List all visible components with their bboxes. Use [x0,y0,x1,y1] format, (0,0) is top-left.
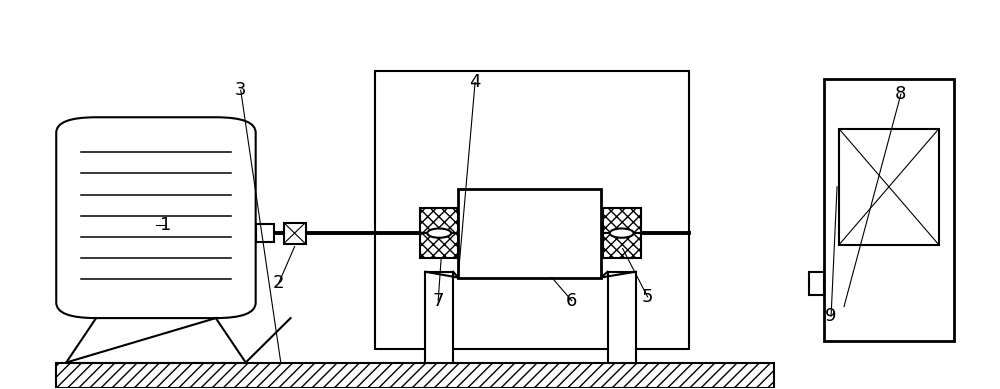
Text: 9: 9 [825,307,837,325]
Text: 6: 6 [566,292,577,310]
Bar [256,224,274,242]
Bar [56,363,774,387]
Circle shape [610,228,634,238]
Text: 4: 4 [469,74,481,91]
Text: 1: 1 [160,216,172,235]
Bar [603,233,641,258]
Bar [420,233,458,258]
Bar [809,272,824,295]
Bar [284,223,306,244]
Bar [458,189,601,277]
Bar [420,208,458,233]
FancyBboxPatch shape [56,117,256,318]
Bar [603,208,641,233]
Text: 2: 2 [273,274,284,292]
Text: 5: 5 [642,288,653,306]
Bar [839,129,939,245]
Bar [824,79,954,341]
Bar [425,272,453,363]
Bar [375,71,689,349]
Circle shape [427,228,451,238]
Text: 3: 3 [235,81,246,99]
Bar [608,272,636,363]
Text: 7: 7 [432,292,444,310]
Text: 8: 8 [895,85,907,103]
